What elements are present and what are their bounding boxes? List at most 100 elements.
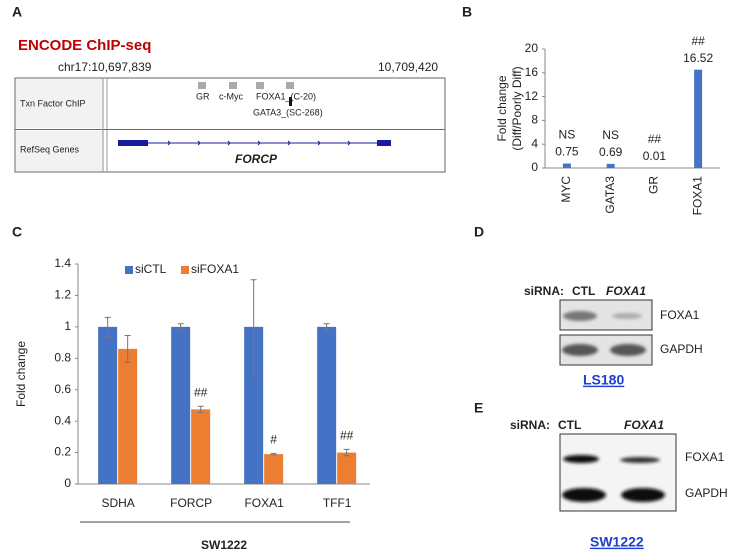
band <box>563 311 597 321</box>
peak <box>289 97 292 106</box>
x-tick-label: GATA3 <box>603 176 617 214</box>
peak <box>286 82 294 89</box>
value-label: 0.69 <box>599 145 623 159</box>
value-label: 16.52 <box>683 51 713 65</box>
y-tick-label: 1.2 <box>54 288 71 302</box>
significance: ## <box>340 429 354 443</box>
bar <box>118 348 138 484</box>
condition: CTL <box>558 418 581 432</box>
error-bar <box>270 452 277 456</box>
x-tick-label: GR <box>647 176 661 194</box>
band-label: GAPDH <box>685 486 728 500</box>
band <box>562 344 598 356</box>
peak <box>229 82 237 89</box>
x-tick-label: FOXA1 <box>244 496 284 510</box>
peak-label: GATA3_(SC-268) <box>253 107 323 117</box>
gene-label: FORCP <box>235 152 278 166</box>
band-label: FOXA1 <box>685 450 725 464</box>
bar <box>264 454 284 484</box>
band-label: GAPDH <box>660 342 703 356</box>
peak-label: GR <box>196 91 210 101</box>
x-tick-label: FOXA1 <box>690 176 704 216</box>
y-tick-label: 0.4 <box>54 413 71 427</box>
significance: ## <box>648 132 662 146</box>
bar <box>191 409 211 484</box>
panel-label: D <box>474 224 484 240</box>
significance: ## <box>691 34 705 48</box>
track-label: RefSeq Genes <box>20 144 80 154</box>
siRNA-label: siRNA: <box>510 418 550 432</box>
y-tick-label: 12 <box>525 89 539 103</box>
track-label: Txn Factor ChIP <box>20 98 86 108</box>
y-axis-label: Fold change <box>14 341 28 407</box>
y-tick-label: 0.2 <box>54 445 71 459</box>
x-tick-label: TFF1 <box>323 496 352 510</box>
siRNA-label: siRNA: <box>524 284 564 298</box>
cell-line: SW1222 <box>590 534 644 550</box>
track-title: ENCODE ChIP-seq <box>18 37 151 54</box>
significance: NS <box>602 128 619 142</box>
x-tick-label: FORCP <box>170 496 212 510</box>
peak-label: c-Myc <box>219 91 243 101</box>
bar <box>606 163 615 168</box>
y-tick-label: 0.6 <box>54 382 71 396</box>
legend-label: siCTL <box>135 262 167 276</box>
y-tick-label: 20 <box>525 41 539 55</box>
y-tick-label: 0 <box>531 160 538 174</box>
significance: # <box>270 433 277 447</box>
band <box>562 488 606 502</box>
band <box>563 455 599 463</box>
error-bar <box>104 316 111 337</box>
gene-exon <box>118 140 148 146</box>
panel-label: C <box>12 224 22 240</box>
y-tick-label: 16 <box>525 65 539 79</box>
band-label: FOXA1 <box>660 308 700 322</box>
significance: NS <box>559 128 576 142</box>
legend-label: siFOXA1 <box>191 262 239 276</box>
cell-line: LS180 <box>583 372 624 388</box>
panel-label: E <box>474 400 483 416</box>
y-tick-label: 8 <box>531 113 538 127</box>
band <box>610 344 646 356</box>
band <box>620 457 660 463</box>
significance: ## <box>194 385 208 399</box>
coord-end: 10,709,420 <box>378 60 438 74</box>
y-axis-label: (Diff/Poorly Diff) <box>510 66 524 150</box>
track-label-bg <box>16 79 104 128</box>
value-label: 0.01 <box>643 149 667 163</box>
bar <box>317 326 337 484</box>
y-axis-label: Fold change <box>495 75 509 141</box>
value-label: 0.75 <box>555 145 579 159</box>
x-tick-label: MYC <box>559 176 573 203</box>
bar <box>694 69 703 168</box>
bar <box>98 326 118 484</box>
panel-label: B <box>462 4 472 20</box>
legend-swatch <box>125 266 133 274</box>
band <box>621 488 665 502</box>
peak <box>256 82 264 89</box>
coord-start: chr17:10,697,839 <box>58 60 152 74</box>
gene-exon <box>377 140 391 146</box>
y-tick-label: 0 <box>64 476 71 490</box>
error-bar <box>124 335 131 363</box>
error-bar <box>177 323 184 331</box>
peak <box>198 82 206 89</box>
condition: CTL <box>572 284 595 298</box>
x-tick-label: SDHA <box>101 496 134 510</box>
track-label-bg <box>16 131 104 171</box>
y-tick-label: 1 <box>64 319 71 333</box>
gene-strand <box>167 140 351 146</box>
x-axis-label: SW1222 <box>201 538 247 552</box>
condition: FOXA1 <box>606 284 646 298</box>
y-tick-label: 4 <box>531 136 538 150</box>
y-tick-label: 1.4 <box>54 256 71 270</box>
condition: FOXA1 <box>624 418 664 432</box>
y-tick-label: 0.8 <box>54 350 71 364</box>
error-bar <box>197 405 204 413</box>
error-bar <box>250 279 257 375</box>
error-bar <box>343 448 350 457</box>
error-bar <box>323 323 330 331</box>
bar <box>244 326 264 484</box>
peak-label: FOXA1_(C-20) <box>256 91 316 101</box>
